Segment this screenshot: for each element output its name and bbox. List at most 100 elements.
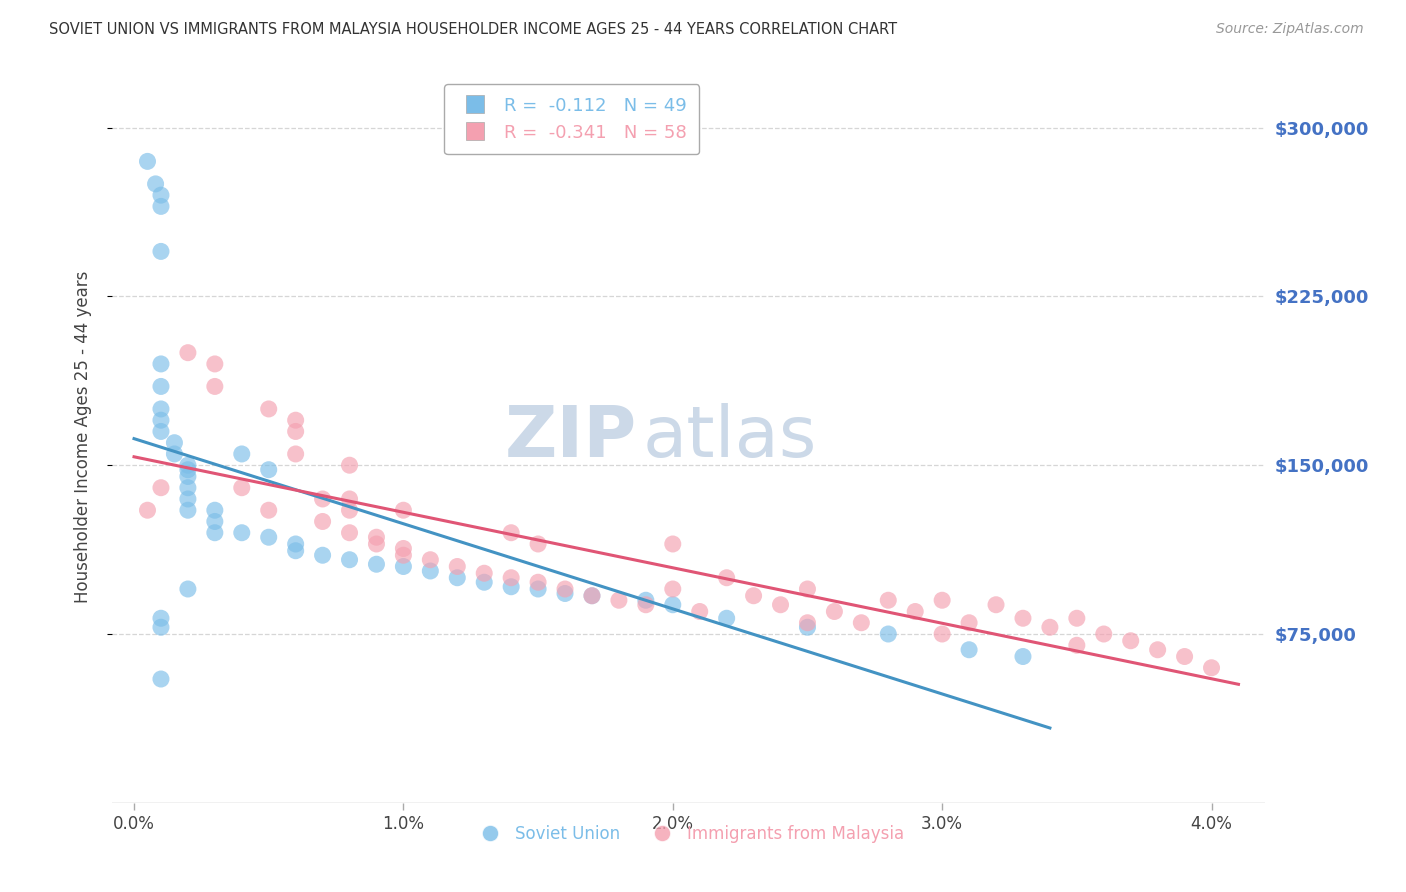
Point bbox=[716, 571, 738, 585]
Point bbox=[392, 548, 415, 562]
Point bbox=[204, 379, 226, 393]
Point bbox=[796, 620, 818, 634]
Point bbox=[634, 593, 657, 607]
Point bbox=[257, 503, 280, 517]
Point bbox=[904, 605, 927, 619]
Point bbox=[662, 537, 685, 551]
Point bbox=[1146, 642, 1168, 657]
Point bbox=[1012, 649, 1035, 664]
Point bbox=[1012, 611, 1035, 625]
Point bbox=[1174, 649, 1197, 664]
Point bbox=[1066, 611, 1088, 625]
Point bbox=[877, 627, 900, 641]
Point bbox=[851, 615, 873, 630]
Point bbox=[877, 593, 900, 607]
Point bbox=[1066, 638, 1088, 652]
Point bbox=[257, 530, 280, 544]
Point bbox=[957, 615, 980, 630]
Point bbox=[742, 589, 765, 603]
Point bbox=[204, 357, 226, 371]
Point bbox=[662, 582, 685, 596]
Point bbox=[136, 154, 159, 169]
Point bbox=[204, 525, 226, 540]
Point bbox=[689, 605, 711, 619]
Point bbox=[177, 582, 200, 596]
Point bbox=[1201, 661, 1223, 675]
Point bbox=[366, 558, 388, 572]
Point bbox=[284, 543, 307, 558]
Point bbox=[419, 564, 441, 578]
Text: SOVIET UNION VS IMMIGRANTS FROM MALAYSIA HOUSEHOLDER INCOME AGES 25 - 44 YEARS C: SOVIET UNION VS IMMIGRANTS FROM MALAYSIA… bbox=[49, 22, 897, 37]
Point bbox=[136, 503, 159, 517]
Point bbox=[177, 458, 200, 473]
Point bbox=[311, 491, 333, 506]
Point bbox=[446, 571, 468, 585]
Point bbox=[823, 605, 845, 619]
Legend: Soviet Union, Immigrants from Malaysia: Soviet Union, Immigrants from Malaysia bbox=[467, 818, 911, 849]
Point bbox=[527, 575, 550, 590]
Point bbox=[716, 611, 738, 625]
Point bbox=[149, 620, 172, 634]
Point bbox=[177, 463, 200, 477]
Point bbox=[472, 575, 495, 590]
Point bbox=[769, 598, 792, 612]
Point bbox=[149, 481, 172, 495]
Point bbox=[957, 642, 980, 657]
Y-axis label: Householder Income Ages 25 - 44 years: Householder Income Ages 25 - 44 years bbox=[73, 271, 91, 603]
Point bbox=[149, 413, 172, 427]
Point bbox=[392, 503, 415, 517]
Point bbox=[177, 481, 200, 495]
Point bbox=[392, 559, 415, 574]
Point bbox=[257, 463, 280, 477]
Point bbox=[339, 553, 361, 567]
Point bbox=[581, 589, 603, 603]
Point bbox=[366, 530, 388, 544]
Point bbox=[177, 491, 200, 506]
Point bbox=[231, 525, 253, 540]
Point bbox=[177, 469, 200, 483]
Point bbox=[284, 425, 307, 439]
Point bbox=[149, 672, 172, 686]
Point bbox=[339, 525, 361, 540]
Point bbox=[177, 503, 200, 517]
Point bbox=[931, 593, 953, 607]
Point bbox=[149, 244, 172, 259]
Point bbox=[366, 537, 388, 551]
Point bbox=[149, 188, 172, 202]
Point bbox=[581, 589, 603, 603]
Text: ZIP: ZIP bbox=[505, 402, 637, 472]
Point bbox=[554, 582, 576, 596]
Point bbox=[527, 582, 550, 596]
Point bbox=[527, 537, 550, 551]
Text: atlas: atlas bbox=[643, 402, 817, 472]
Point bbox=[1039, 620, 1062, 634]
Point bbox=[163, 447, 186, 461]
Point bbox=[204, 515, 226, 529]
Point bbox=[796, 582, 818, 596]
Point bbox=[607, 593, 630, 607]
Point bbox=[446, 559, 468, 574]
Point bbox=[501, 580, 523, 594]
Point bbox=[796, 615, 818, 630]
Point bbox=[284, 447, 307, 461]
Point bbox=[149, 425, 172, 439]
Point bbox=[231, 447, 253, 461]
Point bbox=[501, 525, 523, 540]
Point bbox=[204, 503, 226, 517]
Point bbox=[392, 541, 415, 556]
Point bbox=[501, 571, 523, 585]
Point bbox=[931, 627, 953, 641]
Point bbox=[339, 491, 361, 506]
Point bbox=[419, 553, 441, 567]
Point bbox=[145, 177, 167, 191]
Point bbox=[1092, 627, 1115, 641]
Point bbox=[339, 503, 361, 517]
Point bbox=[149, 611, 172, 625]
Text: Source: ZipAtlas.com: Source: ZipAtlas.com bbox=[1216, 22, 1364, 37]
Point bbox=[662, 598, 685, 612]
Point bbox=[634, 598, 657, 612]
Point bbox=[1119, 633, 1142, 648]
Point bbox=[163, 435, 186, 450]
Point bbox=[472, 566, 495, 581]
Point bbox=[311, 548, 333, 562]
